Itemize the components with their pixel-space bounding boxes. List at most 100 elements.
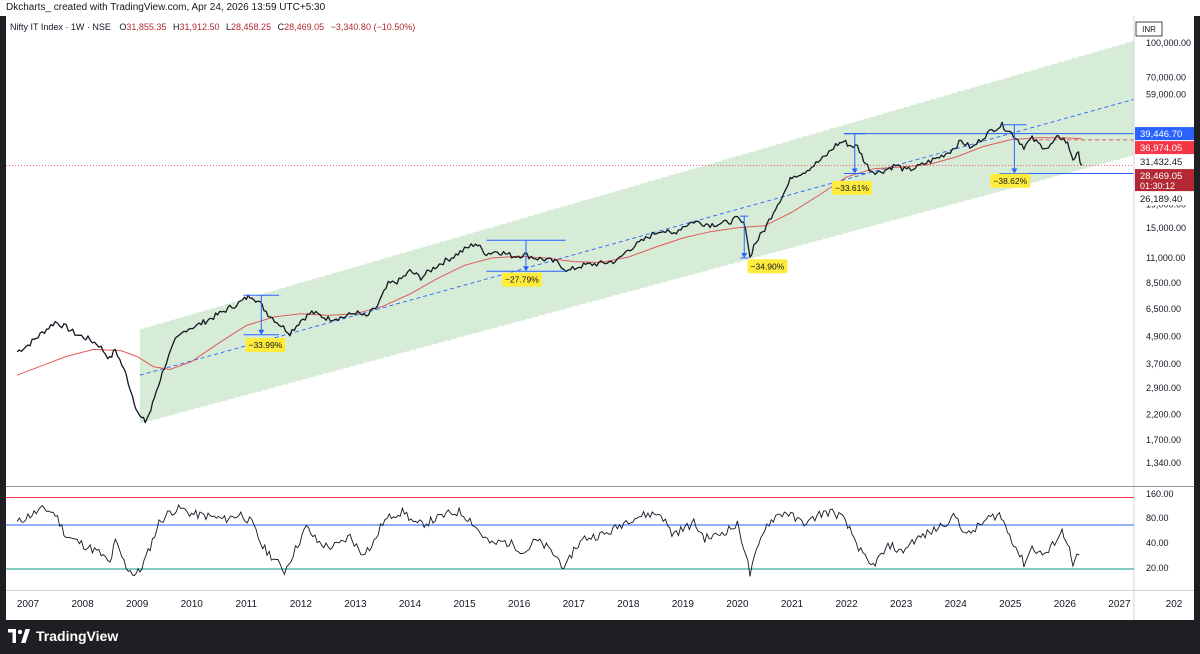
price-tag-3: 31,432.45: [1135, 155, 1194, 169]
time-tick-label: 2020: [726, 599, 749, 610]
rsi-pane: [6, 497, 1134, 577]
legend-h-label: H: [173, 22, 180, 32]
chart-area[interactable]: −33.99% −27.79% −34.90% −33.61% −38.62% Nift…: [6, 16, 1194, 620]
price-series-line: [16, 121, 1083, 424]
tradingview-logo-icon: [8, 629, 30, 643]
channel-upper-line: [139, 39, 1134, 330]
price-tick-label: 15,000.00: [1146, 223, 1186, 233]
drawdown-label: −34.90%: [751, 261, 785, 271]
time-tick-label: 2007: [17, 599, 40, 610]
drawdown-3: −34.90%: [740, 215, 788, 274]
drawdown-arrow-head: [741, 252, 748, 258]
moving-average-line: [16, 137, 1082, 376]
time-tick-label: 2008: [71, 599, 94, 610]
rsi-tick-label: 80.00: [1146, 513, 1169, 523]
price-tick-label: 6,500.00: [1146, 304, 1181, 314]
time-tick-label: 2010: [181, 599, 204, 610]
price-tick-label: 70,000.00: [1146, 73, 1186, 83]
price-tag-bg: [1135, 169, 1194, 192]
watermark-text: Dkcharts_ created with TradingView.com, …: [6, 2, 326, 13]
time-tick-label: 2009: [126, 599, 149, 610]
legend-c-value: 28,469.05: [284, 22, 324, 32]
legend-h-value: 31,912.50: [179, 22, 219, 32]
price-tag-2: 36,974.05: [1135, 141, 1194, 155]
legend-o-value: 31,855.35: [126, 22, 166, 32]
time-tick-label: 2012: [290, 599, 313, 610]
rsi-tick-label: 20.00: [1146, 563, 1169, 573]
time-tick-label: 2023: [890, 599, 913, 610]
channel-fill: [139, 40, 1134, 424]
price-tick-label: 100,000.00: [1146, 38, 1191, 48]
drawdown-arrow-head: [522, 266, 529, 272]
price-tag-label: 39,446.70: [1140, 129, 1182, 140]
price-chart[interactable]: −33.99% −27.79% −34.90% −33.61% −38.62% Nift…: [6, 16, 1194, 620]
legend-l-value: 28,458.25: [231, 22, 271, 32]
channel-layer: [139, 39, 1134, 425]
channel-lower-line: [139, 155, 1134, 425]
legend-c-label: C: [278, 22, 285, 32]
drawdown-arrow-head: [258, 329, 265, 335]
price-tags: 39,446.7036,974.0531,432.4528,469.0501:3…: [1135, 127, 1194, 206]
footer-brand: TradingView: [36, 628, 119, 644]
channel-mid-line: [139, 98, 1134, 376]
price-tick-label: 1,700.00: [1146, 435, 1181, 445]
time-tick-label: 2011: [236, 599, 258, 610]
price-tag-label: 28,469.05: [1140, 171, 1182, 182]
time-axis[interactable]: 2007 2008 2009 2010 2011 2012 2013 2014 2015 2016…: [17, 599, 1183, 610]
time-tick-label: 2024: [945, 599, 968, 610]
price-tag-bg: [1135, 127, 1194, 141]
time-tick-label: 2026: [1054, 599, 1077, 610]
price-tag-1: 39,446.70: [1135, 127, 1194, 141]
legend-symbol: Nifty IT Index · 1W · NSE: [10, 22, 111, 32]
drawdown-label: −33.61%: [835, 183, 869, 193]
watermark-bar: Dkcharts_ created with TradingView.com, …: [0, 0, 1200, 16]
tradingview-logo[interactable]: TradingView: [8, 628, 118, 644]
price-tag-label: 26,189.40: [1140, 194, 1182, 205]
drawdown-2: −27.79%: [486, 239, 566, 287]
rsi-tick-label: 160.00: [1146, 489, 1174, 499]
price-tick-label: 4,900.00: [1146, 332, 1181, 342]
annotation-layer: −33.99% −27.79% −34.90% −33.61% −38.62%: [243, 124, 1031, 353]
legend-change: −3,340.80 (−10.50%): [331, 22, 416, 32]
time-tick-label: 2014: [399, 599, 422, 610]
price-tag-bg: [1135, 155, 1194, 169]
drawdown-label-box: [990, 173, 1031, 188]
time-tick-label: 2022: [835, 599, 858, 610]
drawdown-label-box: [501, 272, 542, 287]
rsi-axis: 160.00 80.00 40.00 20.00: [1146, 489, 1174, 573]
ohlc-legend: Nifty IT Index · 1W · NSE O31,855.35 H31…: [10, 22, 415, 32]
drawdown-label: −27.79%: [505, 275, 539, 285]
price-tick-label: 3,700.00: [1146, 359, 1181, 369]
drawdown-4: −33.61%: [832, 133, 873, 195]
price-tag-bg: [1135, 192, 1194, 206]
price-tag-5: 26,189.40: [1135, 192, 1194, 206]
price-tick-label: 8,500.00: [1146, 278, 1181, 288]
legend-l-label: L: [226, 22, 231, 32]
time-tick-label: 2027: [1108, 599, 1131, 610]
time-tick-label: 202: [1166, 599, 1183, 610]
price-tick-label: 11,000.00: [1146, 253, 1185, 263]
time-tick-label: 2018: [617, 599, 640, 610]
currency-box: INR: [1135, 21, 1163, 37]
drawdown-label-box: [747, 259, 788, 274]
price-axis[interactable]: 100,000.0070,000.0059,000.0019,000.0015,…: [1146, 38, 1191, 468]
drawdown-arrow-head: [851, 168, 858, 174]
time-tick-label: 2019: [672, 599, 695, 610]
drawdown-label-box: [832, 180, 873, 195]
drawdown-label-box: [245, 338, 286, 353]
price-tick-label: 2,200.00: [1146, 410, 1181, 420]
time-tick-label: 2025: [999, 599, 1022, 610]
rsi-tick-label: 40.00: [1146, 538, 1169, 548]
time-tick-label: 2015: [453, 599, 476, 610]
time-tick-label: 2017: [563, 599, 586, 610]
drawdown-arrow-head: [1011, 168, 1018, 174]
drawdown-label: −33.99%: [248, 340, 282, 350]
drawdown-label: −38.62%: [993, 176, 1027, 186]
price-tick-label: 1,340.00: [1146, 458, 1181, 468]
price-tick-label: 59,000.00: [1146, 89, 1186, 99]
drawdown-5: −38.62%: [990, 124, 1031, 188]
rsi-line: [16, 503, 1080, 577]
time-tick-label: 2021: [781, 599, 804, 610]
